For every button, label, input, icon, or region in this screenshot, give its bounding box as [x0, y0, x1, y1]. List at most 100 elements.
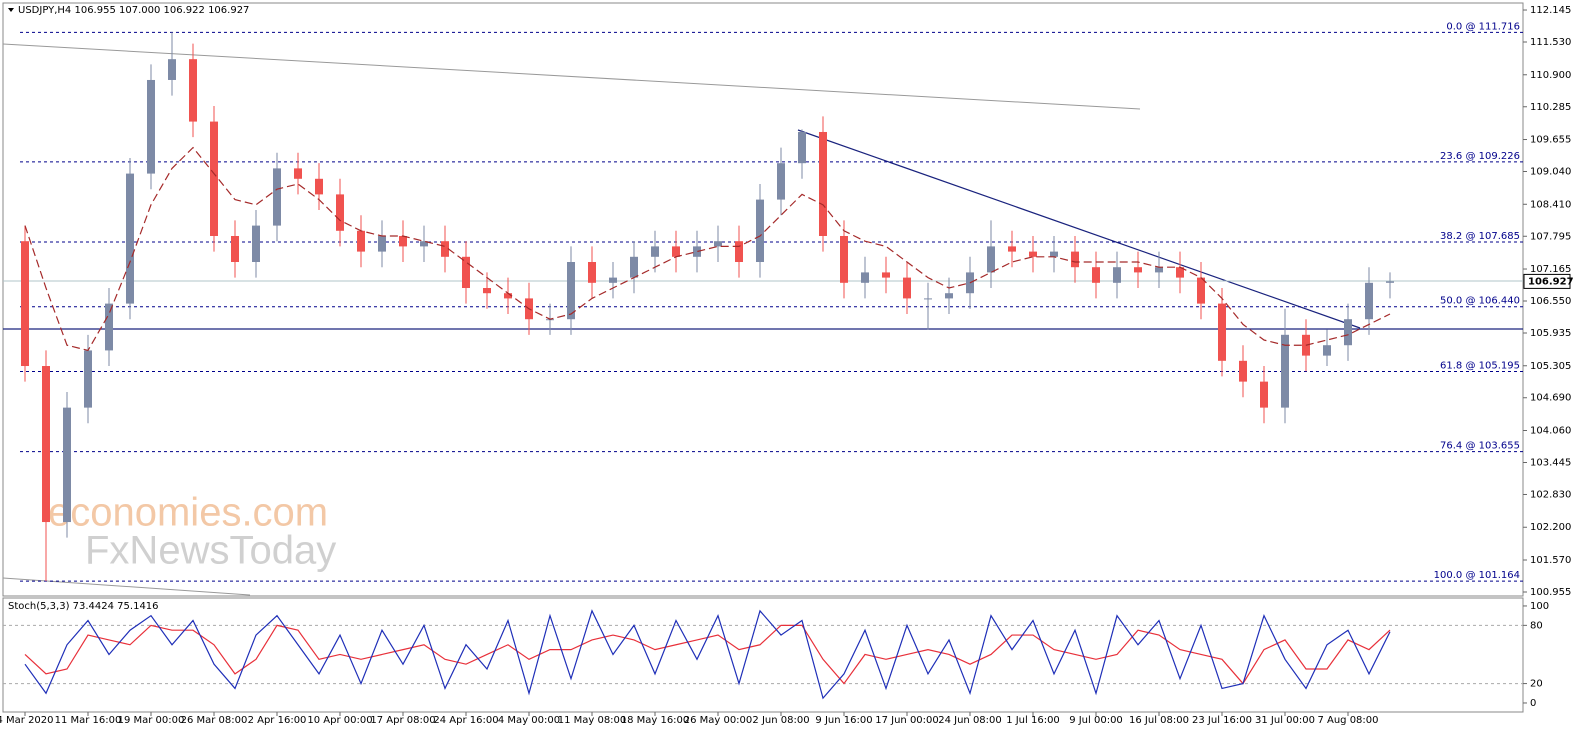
- candle-body: [798, 131, 806, 164]
- candle-body: [1092, 267, 1100, 283]
- fib-label: 50.0 @ 106.440: [1440, 296, 1520, 307]
- candle-body: [189, 59, 197, 122]
- stoch-title: Stoch(5,3,3) 73.4424 75.1416: [8, 601, 159, 612]
- candle-body: [105, 303, 113, 351]
- candle-body: [336, 194, 344, 231]
- candle-body: [609, 277, 617, 283]
- candle-body: [1155, 267, 1163, 273]
- candle-body: [399, 235, 407, 247]
- candle-body: [945, 293, 953, 299]
- candle-body: [567, 262, 575, 320]
- fib-label: 23.6 @ 109.226: [1440, 151, 1520, 162]
- candle-body: [378, 235, 386, 252]
- candle-body: [294, 168, 302, 179]
- candle-body: [1260, 381, 1268, 408]
- x-tick-label: 24 Jun 08:00: [938, 715, 1002, 726]
- candle-body: [1113, 267, 1121, 283]
- y-tick-label: 0: [1530, 698, 1536, 709]
- x-tick-label: 1 Jul 16:00: [1006, 715, 1060, 726]
- y-tick-label: 102.200: [1530, 522, 1571, 533]
- chart-title: USDJPY,H4 106.955 107.000 106.922 106.92…: [18, 5, 249, 16]
- candle-body: [588, 262, 596, 283]
- candle-body: [987, 246, 995, 273]
- y-tick-label: 112.145: [1530, 5, 1571, 16]
- x-tick-label: 11 Mar 16:00: [55, 715, 122, 726]
- candle-body: [861, 272, 869, 283]
- y-tick-label: 100.955: [1530, 587, 1571, 598]
- candle-body: [924, 298, 932, 300]
- candle-body: [126, 173, 134, 304]
- y-tick-label: 104.690: [1530, 393, 1571, 404]
- candle-body: [1197, 277, 1205, 304]
- candle-body: [819, 131, 827, 236]
- candle-body: [441, 241, 449, 257]
- stoch-panel: [2, 597, 1524, 713]
- candle-body: [693, 246, 701, 257]
- candle-body: [315, 178, 323, 195]
- menu-arrow: [8, 8, 14, 12]
- candle-body: [84, 350, 92, 408]
- y-tick-label: 107.795: [1530, 231, 1571, 242]
- candle-body: [357, 230, 365, 252]
- candle-body: [630, 256, 638, 278]
- x-tick-label: 7 Aug 08:00: [1317, 715, 1378, 726]
- candle-body: [231, 235, 239, 263]
- candle-body: [504, 293, 512, 299]
- candle-body: [483, 288, 491, 294]
- candle-body: [651, 246, 659, 257]
- x-tick-label: 19 Mar 00:00: [118, 715, 185, 726]
- candle-body: [1008, 246, 1016, 252]
- y-tick-label: 101.570: [1530, 555, 1571, 566]
- fib-label: 100.0 @ 101.164: [1434, 570, 1520, 581]
- candle-body: [1344, 319, 1352, 346]
- y-tick-label: 105.935: [1530, 328, 1571, 339]
- candle-body: [672, 246, 680, 257]
- candle-body: [42, 366, 50, 523]
- x-tick-label: 17 Apr 08:00: [370, 715, 435, 726]
- price-panel: [2, 2, 1524, 597]
- watermark: FxNewsToday: [85, 529, 336, 573]
- fib-label: 0.0 @ 111.716: [1446, 21, 1520, 32]
- candle-body: [1239, 360, 1247, 382]
- price-label: 106.927: [1528, 276, 1574, 287]
- candle-body: [210, 121, 218, 236]
- moving-average: [24, 146, 1391, 352]
- y-tick-label: 107.165: [1530, 264, 1571, 275]
- x-tick-label: 31 Jul 00:00: [1255, 715, 1315, 726]
- x-tick-label: 26 May 00:00: [684, 715, 753, 726]
- candle-body: [420, 241, 428, 247]
- x-tick-label: 26 Mar 08:00: [181, 715, 248, 726]
- y-tick-label: 110.900: [1530, 70, 1571, 81]
- y-tick-label: 109.040: [1530, 167, 1571, 178]
- y-tick-label: 105.305: [1530, 361, 1571, 372]
- candle-body: [756, 199, 764, 263]
- candle-body: [252, 225, 260, 263]
- candle-body: [1134, 267, 1142, 273]
- y-tick-label: 102.830: [1530, 489, 1571, 500]
- candle-body: [273, 168, 281, 226]
- x-tick-label: 23 Jul 16:00: [1192, 715, 1252, 726]
- fib-label: 61.8 @ 105.195: [1440, 360, 1520, 371]
- price-box: [1523, 273, 1571, 289]
- x-tick-label: 16 Jul 08:00: [1129, 715, 1189, 726]
- y-tick-label: 20: [1530, 679, 1543, 690]
- candle-body: [1218, 303, 1226, 361]
- candle-body: [168, 59, 176, 80]
- candle-body: [147, 79, 155, 174]
- candle-body: [777, 163, 785, 200]
- x-tick-label: 9 Jul 00:00: [1069, 715, 1123, 726]
- watermark: economies.com: [48, 491, 328, 535]
- candle-body: [63, 407, 71, 523]
- x-tick-label: 4 Mar 2020: [0, 715, 54, 726]
- y-tick-label: 109.655: [1530, 135, 1571, 146]
- x-tick-label: 2 Jun 08:00: [752, 715, 809, 726]
- x-tick-label: 18 May 16:00: [621, 715, 690, 726]
- fib-label: 38.2 @ 107.685: [1440, 231, 1520, 242]
- candle-body: [1050, 251, 1058, 257]
- candle-body: [1281, 334, 1289, 408]
- candle-body: [1029, 251, 1037, 257]
- trend-line: [797, 129, 1361, 329]
- x-tick-label: 17 Jun 00:00: [875, 715, 939, 726]
